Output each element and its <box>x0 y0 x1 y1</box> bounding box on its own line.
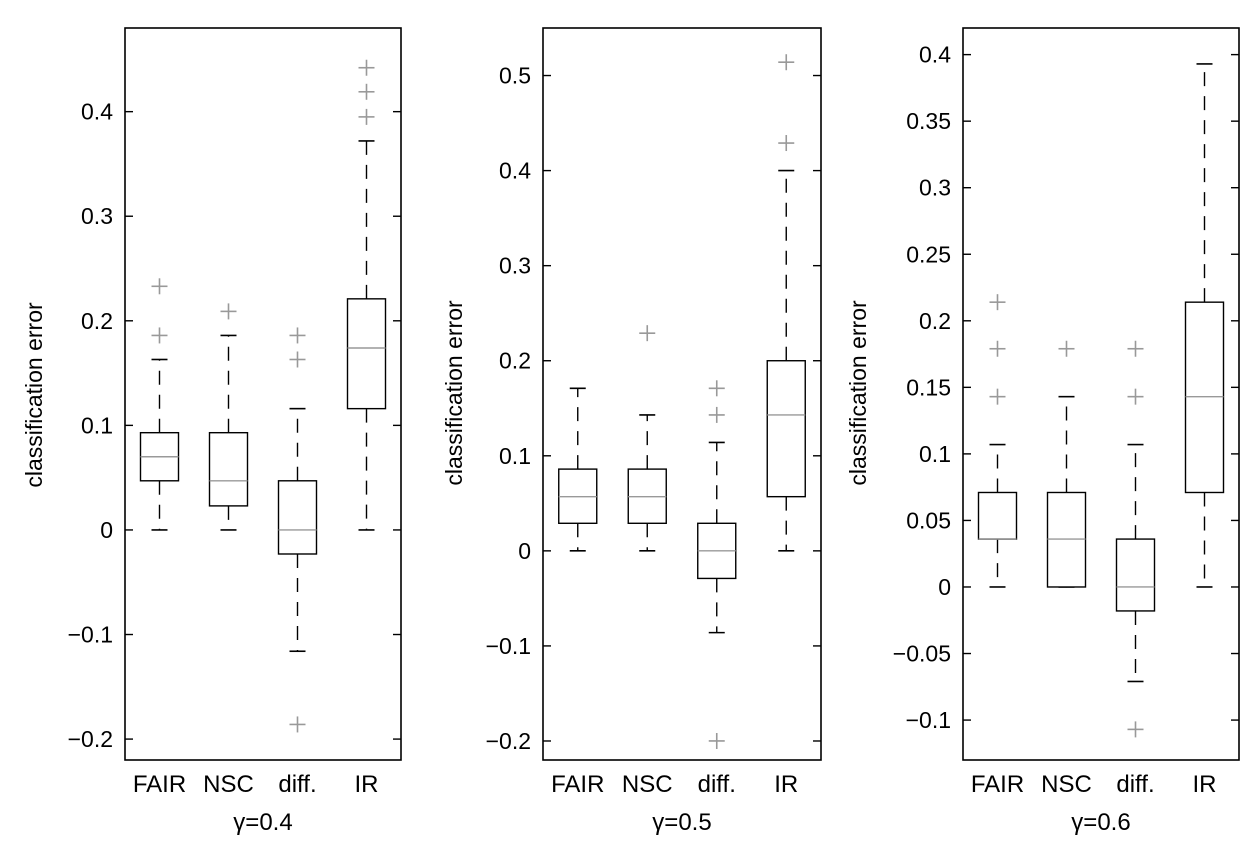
box-iqr <box>277 480 318 555</box>
outlier-marker <box>989 340 1006 357</box>
y-tick-label: 0.3 <box>919 175 951 201</box>
y-tick-label: 0.1 <box>919 441 951 467</box>
outlier-marker <box>1058 340 1075 357</box>
box-iqr <box>766 360 806 498</box>
outlier-marker <box>708 406 725 423</box>
outlier-marker <box>151 327 168 344</box>
box-IR <box>766 54 806 552</box>
outlier-marker <box>358 83 375 100</box>
category-label: FAIR <box>133 771 186 798</box>
category-label: IR <box>355 771 379 798</box>
y-tick-label: 0.3 <box>81 203 113 229</box>
outlier-marker <box>639 325 656 342</box>
outlier-marker <box>989 388 1006 405</box>
outlier-marker <box>358 59 375 76</box>
outlier-marker <box>220 303 237 320</box>
chart-panel-1: −0.2 −0.1 0 0.1 0.2 0.3 0.4 classification erro… <box>21 27 402 836</box>
y-tick-label: −0.05 <box>893 641 951 667</box>
chart-panel-3: −0.1 −0.05 0 0.05 0.1 0.15 0.2 0.25 0.3 0.35 0.4 cl… <box>845 27 1240 836</box>
outlier-marker <box>708 380 725 397</box>
y-tick-label: 0.35 <box>906 108 951 134</box>
category-label: diff. <box>1116 771 1154 798</box>
y-tick-label: −0.2 <box>486 728 531 754</box>
box-NSC <box>627 325 667 552</box>
outlier-marker <box>289 351 306 368</box>
x-axis-label: γ=0.5 <box>652 809 711 836</box>
category-label: FAIR <box>551 771 604 798</box>
category-label: FAIR <box>971 771 1024 798</box>
y-tick-label: 0.05 <box>906 507 951 533</box>
outlier-marker <box>989 294 1006 311</box>
outlier-marker <box>1127 340 1144 357</box>
box-iqr <box>977 491 1018 540</box>
y-tick-label: 0.15 <box>906 374 951 400</box>
box-diff <box>697 380 737 749</box>
y-tick-label: −0.1 <box>68 622 113 648</box>
category-label: diff. <box>698 771 736 798</box>
outlier-marker <box>358 108 375 125</box>
box-iqr <box>1115 538 1156 612</box>
y-tick-label: −0.2 <box>68 726 113 752</box>
outlier-marker <box>289 327 306 344</box>
y-axis-label: classification error <box>441 300 467 486</box>
y-tick-label: 0.2 <box>919 308 951 334</box>
chart-panel-2: −0.2 −0.1 0 0.1 0.2 0.3 0.4 0.5 classification e… <box>441 27 822 836</box>
plot-frame <box>962 27 1240 761</box>
y-tick-label: 0.4 <box>499 158 531 184</box>
y-tick-label: 0.4 <box>919 42 951 68</box>
y-tick-label: 0 <box>518 538 531 564</box>
y-tick-label: 0.2 <box>81 308 113 334</box>
outlier-marker <box>708 732 725 749</box>
plot-frame <box>124 27 402 761</box>
outlier-marker <box>289 716 306 733</box>
y-tick-label: 0.1 <box>81 412 113 438</box>
y-tick-label: −0.1 <box>486 633 531 659</box>
y-tick-label: 0.4 <box>81 99 113 125</box>
box-FAIR <box>977 294 1018 588</box>
category-label: diff. <box>278 771 316 798</box>
box-diff <box>277 327 318 733</box>
box-IR <box>1184 63 1225 588</box>
y-tick-label: 0.5 <box>499 63 531 89</box>
x-axis-label: γ=0.6 <box>1071 809 1130 836</box>
y-tick-label: 0.3 <box>499 253 531 279</box>
category-label: NSC <box>622 771 673 798</box>
category-label: IR <box>1193 771 1217 798</box>
box-NSC <box>208 303 249 531</box>
y-tick-label: −0.1 <box>906 707 951 733</box>
y-tick-label: 0.1 <box>499 443 531 469</box>
outlier-marker <box>778 135 795 152</box>
box-FAIR <box>558 387 598 552</box>
box-diff <box>1115 340 1156 738</box>
box-NSC <box>1046 340 1087 588</box>
category-label: IR <box>774 771 798 798</box>
box-iqr <box>208 431 249 507</box>
box-iqr <box>346 298 387 410</box>
y-tick-label: 0.25 <box>906 241 951 267</box>
y-tick-label: 0 <box>938 574 951 600</box>
outlier-marker <box>151 278 168 295</box>
outlier-marker <box>778 54 795 71</box>
category-label: NSC <box>1041 771 1092 798</box>
plot-frame <box>542 27 822 761</box>
outlier-marker <box>1127 388 1144 405</box>
y-tick-label: 0 <box>100 517 113 543</box>
box-FAIR <box>139 278 180 531</box>
box-IR <box>346 59 387 531</box>
y-tick-label: 0.2 <box>499 348 531 374</box>
x-axis-label: γ=0.4 <box>233 809 292 836</box>
outlier-marker <box>1127 721 1144 738</box>
category-label: NSC <box>203 771 254 798</box>
y-axis-label: classification error <box>21 302 47 488</box>
y-axis-label: classification error <box>845 300 871 486</box>
